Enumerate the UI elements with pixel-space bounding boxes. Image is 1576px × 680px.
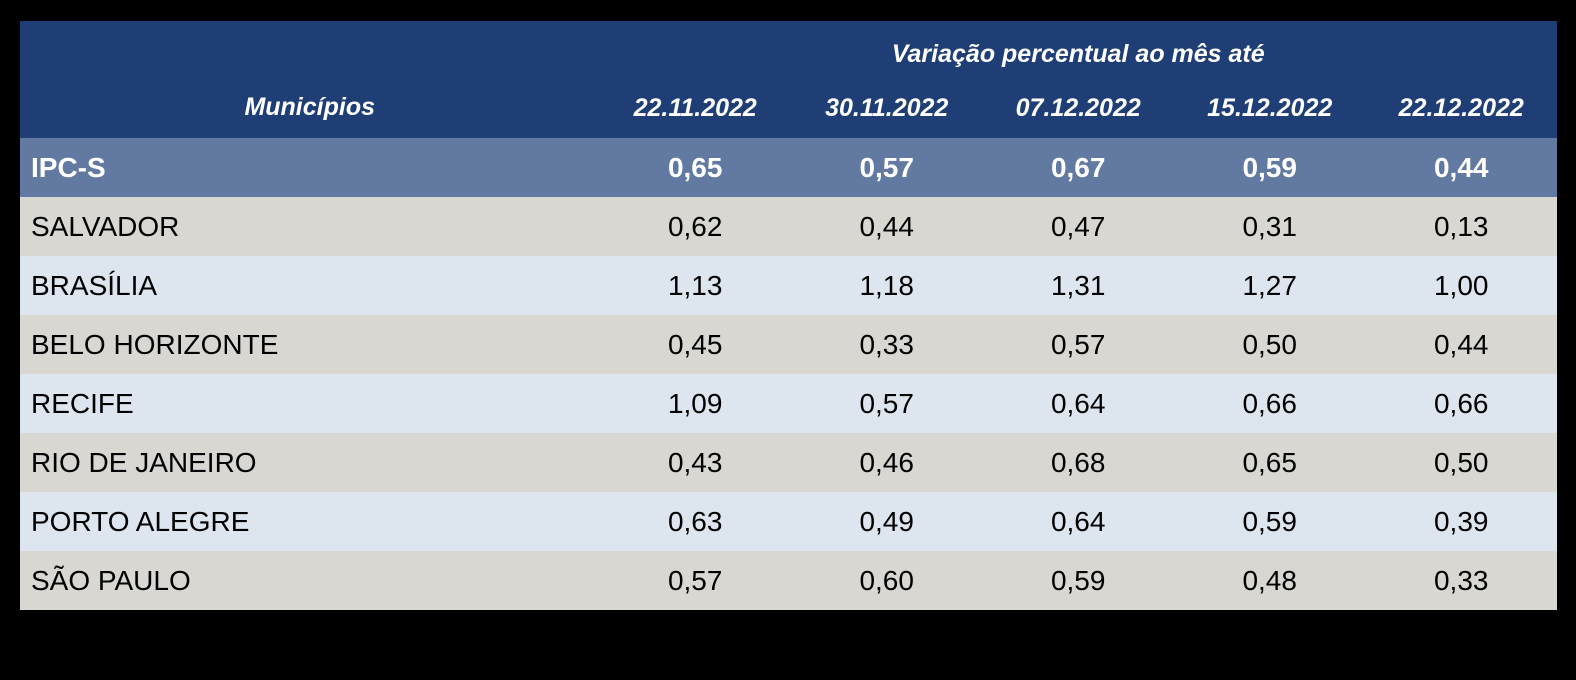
date-column-header: 30.11.2022 (790, 79, 983, 138)
value-cell: 1,13 (599, 256, 791, 315)
value-cell: 0,43 (599, 433, 791, 492)
row-label: BELO HORIZONTE (20, 315, 600, 374)
table-row-porto-alegre: PORTO ALEGRE 0,63 0,49 0,64 0,59 0,39 (20, 492, 1557, 551)
value-cell: 0,64 (982, 374, 1174, 433)
data-table: Municípios Variação percentual ao mês at… (20, 21, 1557, 610)
date-column-header: 22.11.2022 (599, 79, 791, 138)
table-row-rio-de-janeiro: RIO DE JANEIRO 0,43 0,46 0,68 0,65 0,50 (20, 433, 1557, 492)
table-title: Variação percentual ao mês até (599, 21, 1557, 79)
table-row-brasilia: BRASÍLIA 1,13 1,18 1,31 1,27 1,00 (20, 256, 1557, 315)
row-label: SÃO PAULO (20, 551, 600, 610)
municipios-column-header: Municípios (20, 21, 600, 138)
value-cell: 0,57 (599, 551, 791, 610)
value-cell: 0,63 (599, 492, 791, 551)
value-cell: 0,64 (982, 492, 1174, 551)
table-header: Municípios Variação percentual ao mês at… (20, 21, 1557, 138)
row-label: RIO DE JANEIRO (20, 433, 600, 492)
value-cell: 0,31 (1173, 197, 1366, 256)
value-cell: 0,65 (599, 138, 791, 197)
header-title-row: Municípios Variação percentual ao mês at… (20, 21, 1557, 138)
table-row-belo-horizonte: BELO HORIZONTE 0,45 0,33 0,57 0,50 0,44 (20, 315, 1557, 374)
ipc-variation-table: Municípios Variação percentual ao mês at… (20, 21, 1557, 610)
value-cell: 0,50 (1365, 433, 1557, 492)
value-cell: 0,66 (1365, 374, 1557, 433)
value-cell: 0,49 (790, 492, 983, 551)
table-row-ipcs: IPC-S 0,65 0,57 0,67 0,59 0,44 (20, 138, 1557, 197)
value-cell: 0,44 (1365, 315, 1557, 374)
row-label: SALVADOR (20, 197, 600, 256)
value-cell: 0,67 (982, 138, 1174, 197)
row-label: IPC-S (20, 138, 600, 197)
value-cell: 0,57 (790, 374, 983, 433)
table-row-sao-paulo: SÃO PAULO 0,57 0,60 0,59 0,48 0,33 (20, 551, 1557, 610)
table-row-recife: RECIFE 1,09 0,57 0,64 0,66 0,66 (20, 374, 1557, 433)
table-row-salvador: SALVADOR 0,62 0,44 0,47 0,31 0,13 (20, 197, 1557, 256)
value-cell: 0,44 (1365, 138, 1557, 197)
value-cell: 0,59 (1173, 138, 1366, 197)
value-cell: 1,31 (982, 256, 1174, 315)
value-cell: 1,09 (599, 374, 791, 433)
value-cell: 0,60 (790, 551, 983, 610)
value-cell: 0,48 (1173, 551, 1366, 610)
date-column-header: 07.12.2022 (982, 79, 1174, 138)
value-cell: 0,59 (982, 551, 1174, 610)
value-cell: 0,33 (1365, 551, 1557, 610)
row-label: BRASÍLIA (20, 256, 600, 315)
value-cell: 1,00 (1365, 256, 1557, 315)
value-cell: 0,66 (1173, 374, 1366, 433)
value-cell: 0,47 (982, 197, 1174, 256)
value-cell: 0,45 (599, 315, 791, 374)
value-cell: 0,57 (790, 138, 983, 197)
value-cell: 0,46 (790, 433, 983, 492)
value-cell: 1,18 (790, 256, 983, 315)
row-label: RECIFE (20, 374, 600, 433)
value-cell: 0,50 (1173, 315, 1366, 374)
row-label: PORTO ALEGRE (20, 492, 600, 551)
value-cell: 0,44 (790, 197, 983, 256)
value-cell: 0,65 (1173, 433, 1366, 492)
value-cell: 1,27 (1173, 256, 1366, 315)
value-cell: 0,59 (1173, 492, 1366, 551)
date-column-header: 15.12.2022 (1173, 79, 1366, 138)
value-cell: 0,57 (982, 315, 1174, 374)
value-cell: 0,33 (790, 315, 983, 374)
table-body: IPC-S 0,65 0,57 0,67 0,59 0,44 SALVADOR … (20, 138, 1557, 610)
value-cell: 0,13 (1365, 197, 1557, 256)
value-cell: 0,62 (599, 197, 791, 256)
value-cell: 0,39 (1365, 492, 1557, 551)
header-dates-row: 22.11.2022 30.11.2022 07.12.2022 15.12.2… (20, 79, 1557, 138)
date-column-header: 22.12.2022 (1365, 79, 1557, 138)
value-cell: 0,68 (982, 433, 1174, 492)
